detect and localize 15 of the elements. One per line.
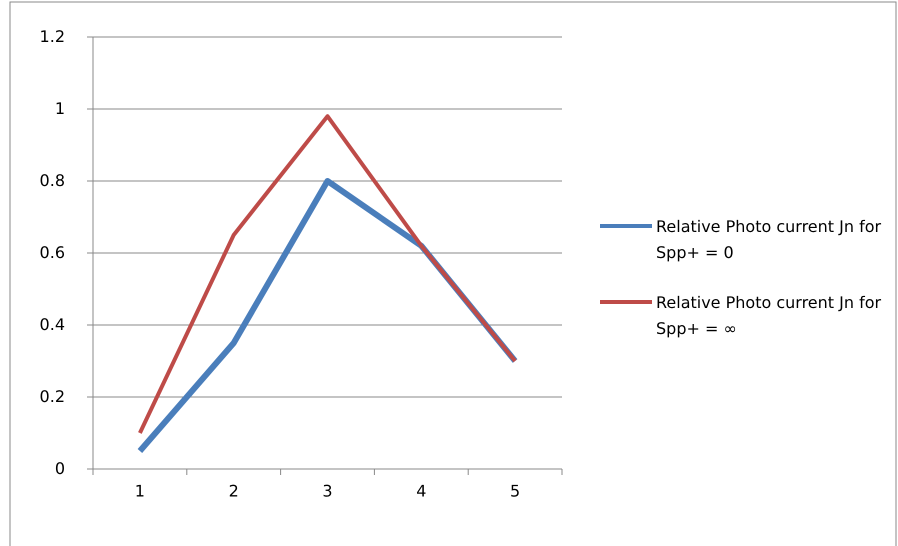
x-tick-label: 4	[416, 481, 426, 500]
y-tick-label: 1.2	[40, 27, 65, 46]
x-tick-label: 2	[228, 481, 239, 500]
y-tick-label: 0.6	[40, 243, 65, 262]
legend-label: Relative Photo current Jn for Spp+ = 0	[656, 217, 882, 262]
x-tick-label: 3	[322, 481, 333, 500]
y-tick-label: 0.8	[40, 171, 65, 190]
line-series	[138, 114, 518, 435]
y-tick-label: 0	[54, 459, 65, 478]
x-tick-label: 1	[134, 481, 145, 500]
x-tick-label: 5	[510, 481, 520, 500]
y-tick-label: 0.4	[40, 315, 65, 334]
y-tick-label: 1	[54, 99, 65, 118]
y-tick-label: 0.2	[40, 387, 65, 406]
legend-label: Relative Photo current Jn for Spp+ = ∞	[656, 293, 882, 338]
